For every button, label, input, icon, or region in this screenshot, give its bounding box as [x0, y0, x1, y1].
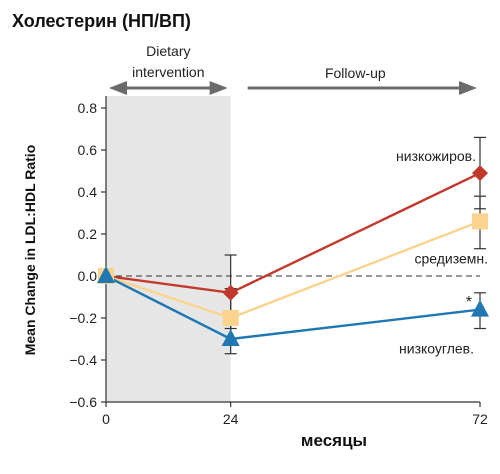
y-tick-label: 0.4 — [78, 184, 98, 200]
phase-arrowhead-right-0 — [209, 81, 228, 95]
x-tick-label: 72 — [472, 411, 488, 427]
series-0-point — [472, 165, 488, 182]
y-tick-label: 0.0 — [78, 268, 98, 284]
y-tick-label: 0.8 — [78, 100, 98, 116]
y-tick-label: −0.4 — [69, 352, 97, 368]
series-1-label: средиземн. — [414, 250, 488, 266]
y-axis-label: Mean Change in LDL:HDL Ratio — [22, 145, 38, 356]
dietary-phase-shade — [106, 96, 231, 402]
series-1-point — [472, 213, 488, 230]
significance-marker: * — [466, 294, 472, 311]
phase-arrowhead-right-1 — [459, 81, 477, 95]
phase-label-line2-0: intervention — [132, 64, 204, 80]
y-tick-label: 0.2 — [78, 226, 98, 242]
y-tick-label: −0.6 — [69, 394, 97, 410]
series-1-point — [222, 310, 239, 326]
x-axis-label: месяцы — [301, 431, 367, 450]
series-0-point — [222, 284, 239, 301]
y-tick-label: 0.6 — [78, 142, 98, 158]
x-tick-label: 0 — [102, 411, 110, 427]
phase-label-1: Follow-up — [325, 65, 386, 81]
series-0-label: низкожиров. — [396, 148, 476, 164]
phase-arrowhead-left-0 — [109, 81, 127, 95]
series-2-point — [471, 299, 489, 317]
y-tick-label: −0.2 — [69, 310, 97, 326]
x-tick-label: 24 — [223, 411, 239, 427]
series-2-point — [221, 329, 240, 346]
phase-label-0: Dietary — [146, 43, 190, 59]
series-2-label: низкоуглев. — [399, 341, 474, 357]
chart-title: Холестерин (НП/ВП) — [12, 11, 191, 31]
series-2-point — [97, 266, 115, 283]
